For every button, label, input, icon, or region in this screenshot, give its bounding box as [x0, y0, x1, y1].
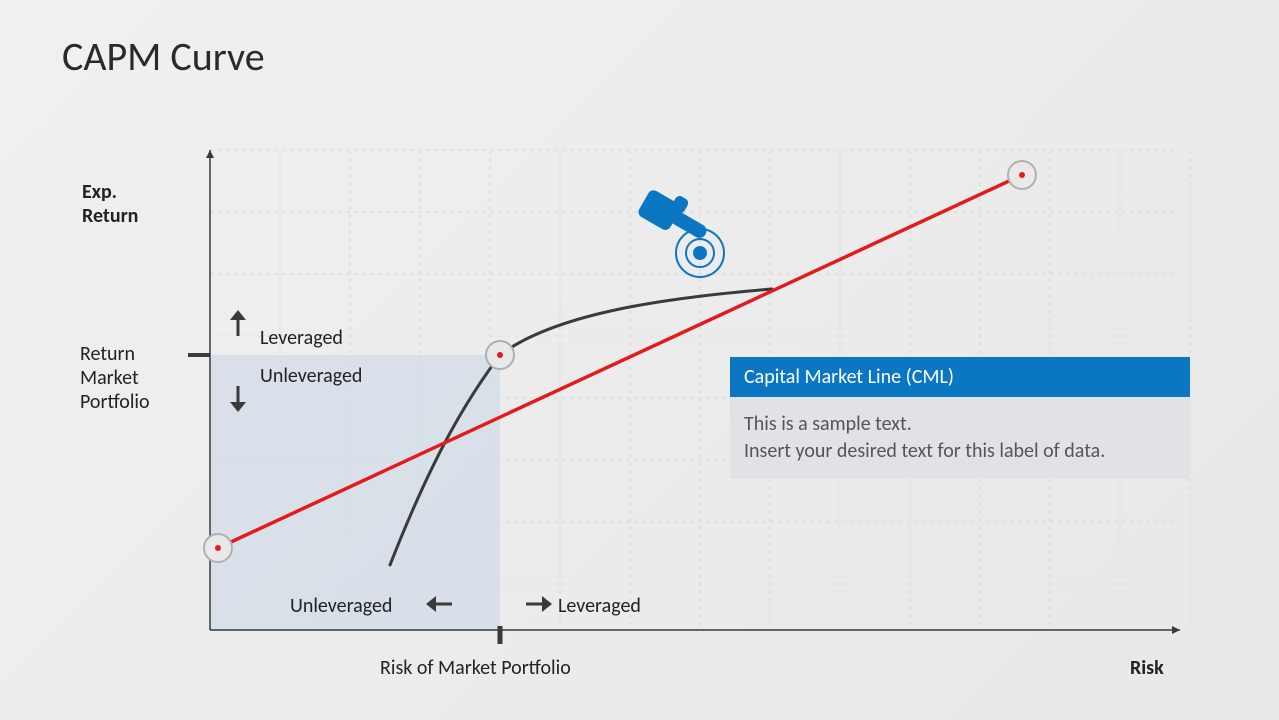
x-tick-label: Risk of Market Portfolio: [380, 656, 571, 680]
y-tick-label: Return Market Portfolio: [80, 342, 150, 414]
annotation-3: Leveraged: [558, 594, 641, 618]
annotation-0: Leveraged: [260, 326, 343, 350]
y-tick-label-text: Return Market Portfolio: [80, 342, 150, 414]
x-axis-label: Risk: [1130, 656, 1164, 680]
y-axis-label: Exp. Return: [82, 180, 138, 228]
annotation-1: Unleveraged: [260, 364, 362, 388]
annotation-2: Unleveraged: [290, 594, 392, 618]
y-axis-label-text: Exp. Return: [82, 180, 138, 228]
callout-body: This is a sample text. Insert your desir…: [730, 397, 1190, 479]
callout-box: Capital Market Line (CML) This is a samp…: [730, 357, 1190, 479]
slide: CAPM Curve Exp. Return Return Market Por…: [0, 0, 1279, 720]
callout-title: Capital Market Line (CML): [730, 357, 1190, 397]
